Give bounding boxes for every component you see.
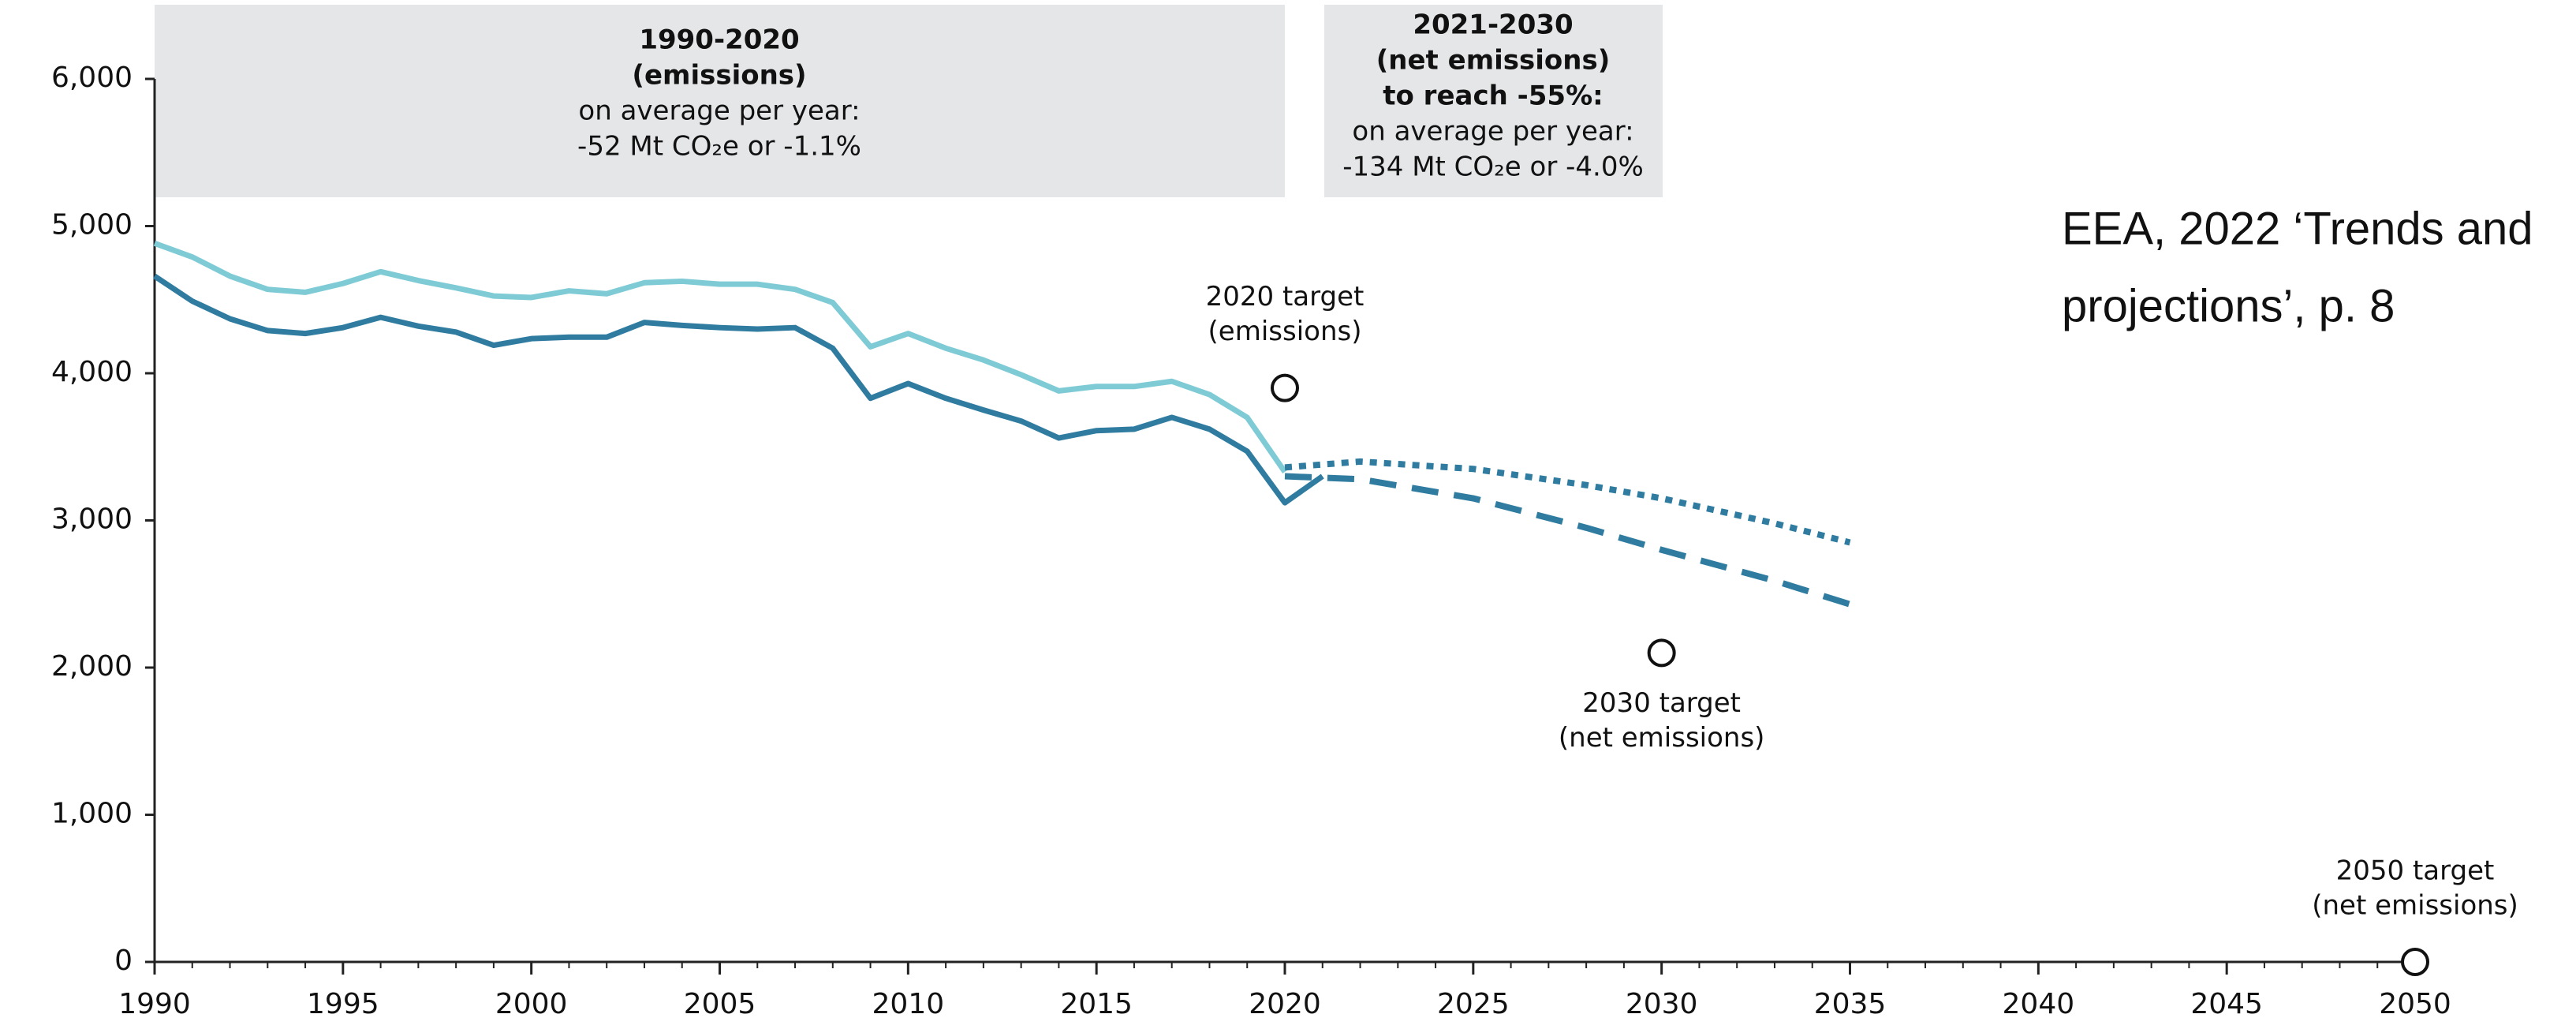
x-tick-label: 1990 (118, 988, 191, 1020)
box-text: -52 Mt CO₂e or -1.1% (577, 131, 861, 163)
source-note: projections’, p. 8 (2062, 280, 2395, 331)
x-tick-label: 2040 (2003, 988, 2075, 1020)
series-line (153, 273, 1324, 506)
box-text: (emissions) (632, 60, 806, 92)
box-text: 1990-2020 (639, 24, 799, 56)
x-tick-label: 2015 (1060, 988, 1133, 1020)
y-tick-label: 0 (114, 945, 133, 977)
series-line (1284, 473, 1851, 608)
target-label: 2050 target (2336, 855, 2495, 887)
target-label: (net emissions) (1559, 722, 1765, 754)
target-marker (1271, 373, 1299, 402)
y-tick-label: 6,000 (51, 62, 133, 94)
y-tick-label: 3,000 (51, 503, 133, 536)
box-text: on average per year: (578, 95, 860, 127)
series-line (153, 241, 1287, 473)
x-tick-label: 2030 (1626, 988, 1698, 1020)
x-tick-label: 2020 (1249, 988, 1321, 1020)
target-label: (emissions) (1208, 316, 1362, 347)
x-tick-label: 2035 (1814, 988, 1887, 1020)
y-tick-label: 5,000 (51, 209, 133, 241)
x-tick-label: 1995 (307, 988, 379, 1020)
box-background (155, 5, 1285, 197)
y-tick-label: 2,000 (51, 650, 133, 683)
box-text: (net emissions) (1376, 45, 1611, 77)
target-label: 2020 target (1206, 281, 1365, 312)
box-text: to reach -55%: (1383, 80, 1603, 112)
target-marker (1647, 638, 1676, 668)
x-tick-label: 2010 (872, 988, 945, 1020)
box-background (1324, 5, 1663, 197)
y-tick-label: 4,000 (51, 356, 133, 388)
y-tick-label: 1,000 (51, 798, 133, 830)
series-line (1284, 458, 1851, 546)
source-note: EEA, 2022 ‘Trends and (2062, 203, 2533, 254)
target-label: (net emissions) (2312, 890, 2518, 922)
x-tick-label: 2045 (2190, 988, 2263, 1020)
x-tick-label: 2025 (1437, 988, 1510, 1020)
target-marker (2401, 948, 2429, 976)
x-tick-label: 2005 (684, 988, 756, 1020)
box-text: -134 Mt CO₂e or -4.0% (1342, 152, 1644, 183)
x-tick-label: 2000 (495, 988, 568, 1020)
box-text: on average per year: (1352, 116, 1633, 148)
x-tick-label: 2050 (2379, 988, 2451, 1020)
target-label: 2030 target (1582, 687, 1741, 719)
box-text: 2021-2030 (1413, 9, 1573, 41)
